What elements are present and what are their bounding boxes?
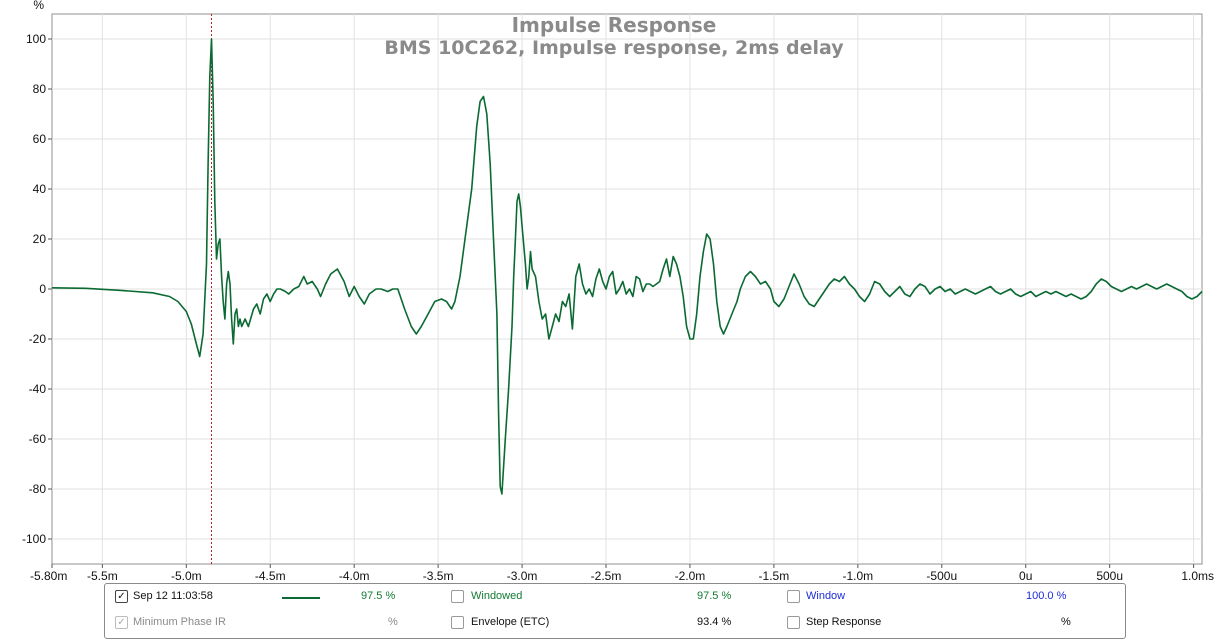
y-tick-label: -100 [22,532,46,546]
measurement-name[interactable]: Sep 12 11:03:58 [133,590,213,602]
y-tick-label: -40 [29,382,47,396]
x-tick-label: -500u [926,569,957,583]
windowed-label[interactable]: Windowed [471,590,523,602]
envelope-value: 93.4 % [697,616,732,628]
y-unit-label: % [33,0,44,12]
y-tick-label: 100 [26,32,46,46]
minimum-phase-checkbox[interactable]: ✓ [115,616,128,629]
chart-title: Impulse Response [512,13,717,37]
x-tick-label: -1.5m [759,569,790,583]
x-tick-label: -4.0m [339,569,370,583]
x-tick-label: -1.0m [842,569,873,583]
x-tick-label: 0u [1019,569,1032,583]
y-tick-label: 0 [39,282,46,296]
minimum-phase-value: % [388,616,398,628]
legend-row-minimum-phase: ✓ Minimum Phase IR % Envelope (ETC) 93.4… [105,612,1125,634]
measurement-value: 97.5 % [361,590,396,602]
y-axis-ticks: 100 80 60 40 20 0 -20 -40 -60 -80 -100 [22,32,52,546]
legend-row-measurement: ✓ Sep 12 11:03:58 97.5 % Windowed 97.5 %… [105,586,1125,608]
y-tick-label: 20 [33,232,47,246]
y-tick-label: -20 [29,332,47,346]
x-tick-label: -5.5m [87,569,118,583]
step-response-value: % [1061,616,1071,628]
x-tick-label: 500u [1096,569,1123,583]
x-tick-label: -3.0m [507,569,538,583]
impulse-response-series-line [51,38,1203,495]
y-tick-label: -80 [29,482,47,496]
window-checkbox[interactable] [787,590,800,603]
window-value: 100.0 % [1026,590,1067,602]
window-label[interactable]: Window [806,590,846,602]
envelope-label[interactable]: Envelope (ETC) [471,616,550,628]
windowed-checkbox[interactable] [451,590,464,603]
measurement-line-swatch [282,597,320,599]
x-tick-label: -2.0m [675,569,706,583]
windowed-value: 97.5 % [697,590,732,602]
step-response-checkbox[interactable] [787,616,800,629]
y-tick-label: 80 [33,82,47,96]
y-tick-label: 60 [33,132,47,146]
legend-panel: ✓ Sep 12 11:03:58 97.5 % Windowed 97.5 %… [104,583,1126,639]
x-tick-label: 1.0ms [1181,569,1214,583]
x-tick-label: -5.0m [171,569,202,583]
x-tick-label: -5.80m [30,569,67,583]
y-tick-label: 40 [33,182,47,196]
chart-subtitle: BMS 10C262, Impulse response, 2ms delay [384,37,844,59]
minimum-phase-label[interactable]: Minimum Phase IR [133,616,226,628]
envelope-checkbox[interactable] [451,616,464,629]
x-tick-label: -4.5m [255,569,286,583]
x-tick-label: -3.5m [423,569,454,583]
x-axis-ticks: -5.80m -5.5m -5.0m -4.5m -4.0m -3.5m -3.0m -2.5… [30,564,1214,583]
measurement-checkbox[interactable]: ✓ [115,590,128,603]
y-tick-label: -60 [29,432,47,446]
x-tick-label: -2.5m [591,569,622,583]
step-response-label[interactable]: Step Response [806,616,882,628]
